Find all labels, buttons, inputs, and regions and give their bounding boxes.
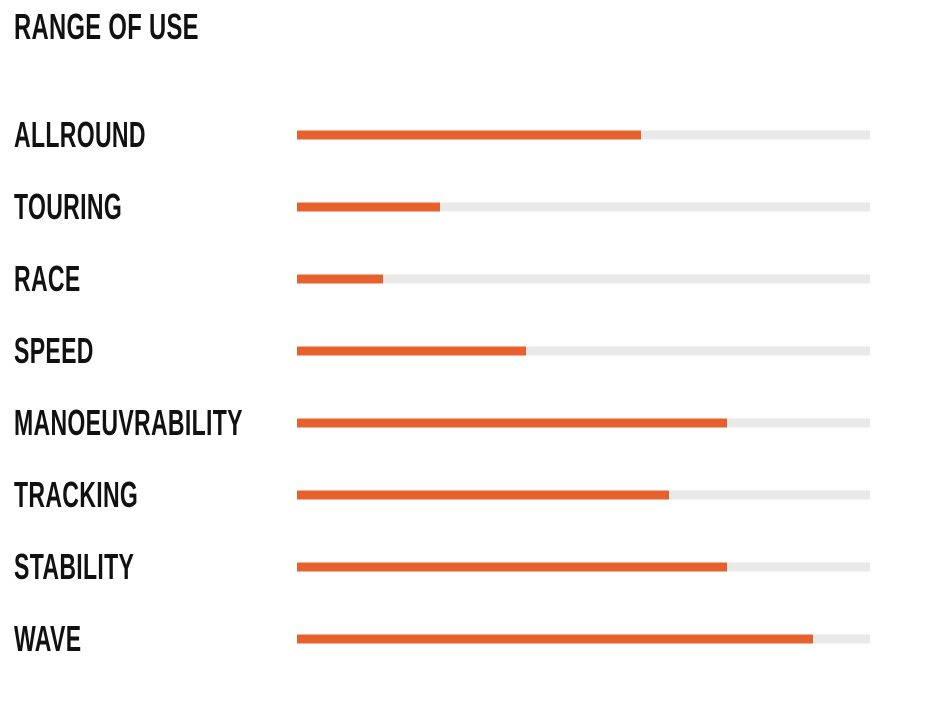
category-label: TOURING [14, 185, 123, 227]
bar-fill [297, 562, 727, 571]
bar-fill [297, 346, 527, 355]
category-label: TRACKING [14, 473, 139, 515]
bar-track [297, 490, 870, 499]
bar-fill [297, 274, 383, 283]
bar-fill [297, 634, 813, 643]
bar-row: TRACKING [0, 472, 926, 517]
bar-row: STABILITY [0, 544, 926, 589]
chart-title: RANGE OF USE [14, 6, 199, 47]
bar-track [297, 346, 870, 355]
bar-track [297, 634, 870, 643]
bar-track [297, 202, 870, 211]
bar-track [297, 274, 870, 283]
bar-track [297, 418, 870, 427]
bar-fill [297, 130, 641, 139]
bar-row: TOURING [0, 184, 926, 229]
category-label: MANOEUVRABILITY [14, 401, 243, 443]
category-label: RACE [14, 257, 81, 299]
bar-row: MANOEUVRABILITY [0, 400, 926, 445]
bar-fill [297, 418, 727, 427]
category-label: STABILITY [14, 545, 135, 587]
bar-fill [297, 490, 670, 499]
category-label: SPEED [14, 329, 94, 371]
bar-track [297, 130, 870, 139]
bar-fill [297, 202, 441, 211]
bar-row: WAVE [0, 616, 926, 661]
bar-row: RACE [0, 256, 926, 301]
category-label: WAVE [14, 617, 82, 659]
bar-row: ALLROUND [0, 112, 926, 157]
bar-track [297, 562, 870, 571]
bar-row: SPEED [0, 328, 926, 373]
category-label: ALLROUND [14, 113, 146, 155]
